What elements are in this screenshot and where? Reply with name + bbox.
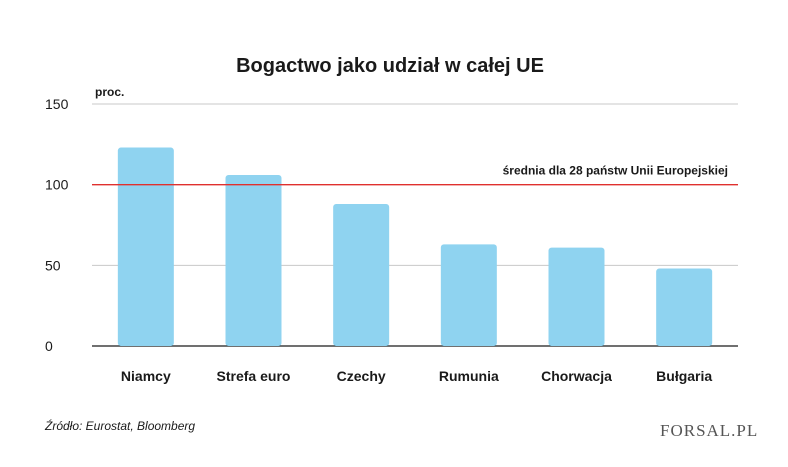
grid-lines	[92, 103, 738, 347]
bar	[656, 268, 713, 346]
x-tick-label: Rumunia	[439, 368, 499, 384]
bar	[440, 244, 497, 346]
bar	[548, 247, 605, 346]
x-tick-label: Bułgaria	[656, 368, 712, 384]
y-axis-ticks: 0 50 100 150	[45, 96, 69, 354]
y-axis-unit-label: proc.	[95, 85, 124, 99]
forsal-logo: FORSAL.PL	[660, 421, 758, 440]
x-tick-label: Strefa euro	[217, 368, 291, 384]
x-axis-ticks: Niamcy Strefa euro Czechy Rumunia Chorwacja B…	[121, 368, 712, 384]
y-tick-label: 150	[45, 96, 69, 112]
bar	[225, 174, 282, 346]
bars	[117, 147, 713, 346]
y-tick-label: 50	[45, 257, 61, 273]
y-tick-label: 0	[45, 338, 53, 354]
chart-title: Bogactwo jako udział w całej UE	[236, 55, 544, 77]
bar	[117, 147, 174, 346]
x-tick-label: Chorwacja	[541, 368, 612, 384]
y-tick-label: 100	[45, 177, 69, 193]
reference-line-label: średnia dla 28 państw Unii Europejskiej	[503, 164, 728, 178]
source-note: Źródło: Eurostat, Bloomberg	[44, 418, 195, 433]
bar	[333, 204, 390, 346]
x-tick-label: Czechy	[337, 368, 386, 384]
reference-line-group: średnia dla 28 państw Unii Europejskiej	[92, 164, 738, 186]
x-tick-label: Niamcy	[121, 368, 171, 384]
